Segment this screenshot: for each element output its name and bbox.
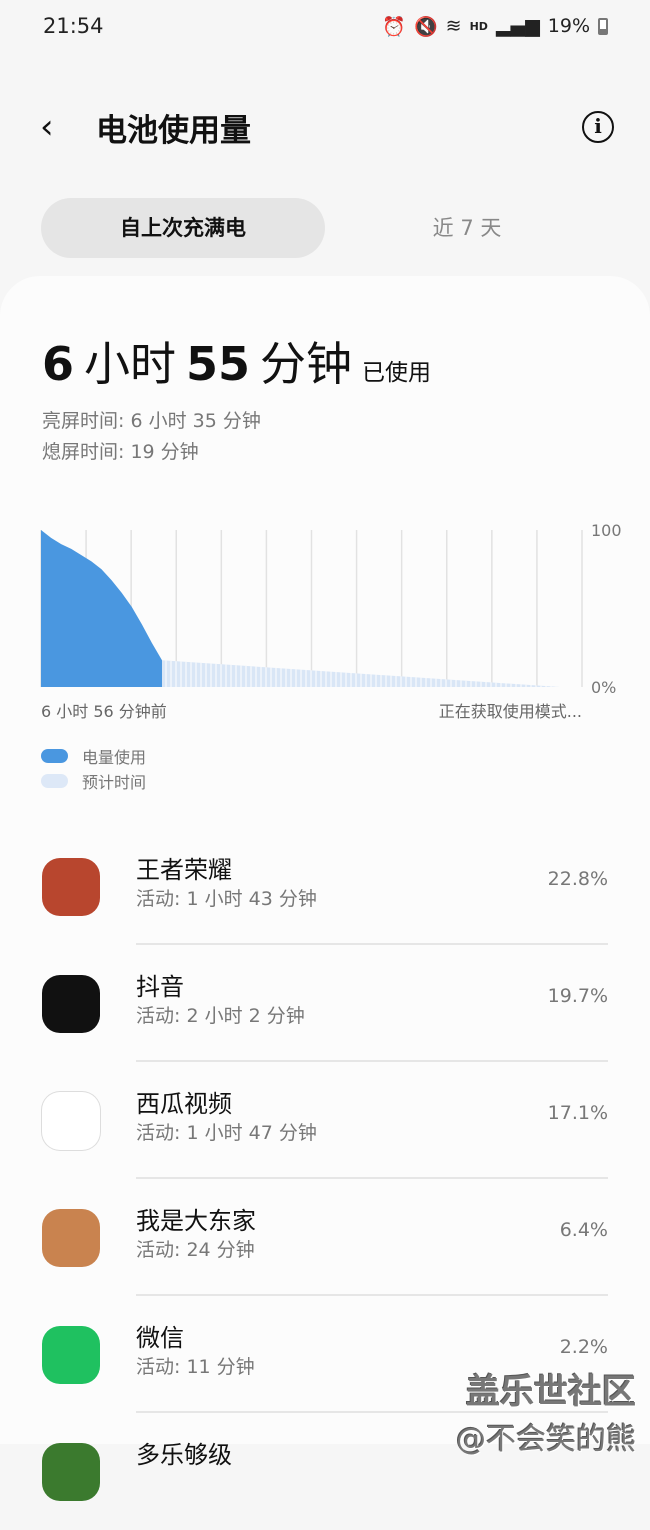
legend-usage: 电量使用 [41,744,146,768]
divider [136,1177,608,1179]
screen-off-time: 熄屏时间: 19 分钟 [42,441,199,463]
app-percent: 6.4% [559,1219,608,1241]
screen-on-time: 亮屏时间: 6 小时 35 分钟 [42,410,261,432]
legend-label: 预计时间 [82,773,147,792]
divider [136,1060,608,1062]
hours-unit: 小时 [84,337,177,391]
app-row[interactable]: 微信 活动: 11 分钟 2.2% [0,1296,650,1413]
app-icon [42,1443,100,1501]
alarm-icon: ⏰ [382,15,406,38]
app-name: 抖音 [136,973,184,1001]
tab-since-full-charge[interactable]: 自上次充满电 [41,198,325,258]
app-activity: 活动: 24 分钟 [136,1239,255,1261]
app-name: 多乐够级 [136,1441,232,1469]
x-start-label: 6 小时 56 分钟前 [41,702,167,721]
back-button[interactable]: ‹ [40,107,54,147]
app-row[interactable]: 王者荣耀 活动: 1 小时 43 分钟 22.8% [0,828,650,945]
app-name: 西瓜视频 [136,1090,232,1118]
app-percent: 19.7% [547,985,608,1007]
watermark: 盖乐世社区 [466,1372,636,1412]
app-name: 王者荣耀 [136,856,232,884]
app-activity: 活动: 2 小时 2 分钟 [136,1005,305,1027]
app-icon [42,1209,100,1267]
y-tick-0: 0% [591,678,616,696]
minutes-value: 55 [186,337,251,391]
watermark-author: @不会笑的熊 [456,1422,636,1457]
divider [136,1411,608,1413]
signal-icon: ▂▄▆ [495,15,540,37]
app-icon [42,975,100,1033]
battery-chart: 100 0% [40,521,622,696]
usage-area [41,530,162,687]
app-activity: 活动: 11 分钟 [136,1356,255,1378]
usage-card: 6 小时 55 分钟 已使用 亮屏时间: 6 小时 35 分钟 熄屏时间: 19… [0,276,650,1501]
status-bar: 21:54 ⏰ 🔇 ≋ HD ▂▄▆ 19% [43,14,608,38]
app-icon [42,1326,100,1384]
minutes-unit: 分钟 [260,337,353,391]
divider [136,1294,608,1296]
app-name: 我是大东家 [136,1207,256,1235]
hd-icon: HD [469,19,488,33]
app-percent: 2.2% [559,1336,608,1358]
app-icon [42,858,100,916]
info-icon[interactable]: i [582,111,614,143]
x-end-label: 正在获取使用模式... [438,702,582,721]
app-row[interactable]: 我是大东家 活动: 24 分钟 6.4% [0,1179,650,1296]
hours-value: 6 [42,337,75,391]
y-tick-100: 100 [591,521,622,540]
used-label: 已使用 [362,360,432,386]
app-activity: 活动: 1 小时 47 分钟 [136,1122,317,1144]
legend-swatch [41,749,68,763]
battery-icon [598,17,608,35]
clock: 21:54 [43,14,104,38]
app-row[interactable]: 西瓜视频 活动: 1 小时 47 分钟 17.1% [0,1062,650,1179]
app-icon [42,1092,100,1150]
legend-swatch [41,774,68,788]
app-activity: 活动: 1 小时 43 分钟 [136,888,317,910]
mute-icon: 🔇 [413,15,438,38]
app-percent: 17.1% [547,1102,608,1124]
legend-label: 电量使用 [82,748,147,767]
total-usage: 6 小时 55 分钟 已使用 [42,328,431,394]
tab-last-7-days[interactable]: 近 7 天 [432,216,502,240]
page-title: 电池使用量 [96,112,251,149]
app-row[interactable]: 抖音 活动: 2 小时 2 分钟 19.7% [0,945,650,1062]
battery-text: 19% [547,15,590,37]
legend-projected: 预计时间 [41,769,146,793]
divider [136,943,608,945]
app-name: 微信 [136,1324,184,1352]
app-percent: 22.8% [547,868,608,890]
wifi-icon: ≋ [445,15,462,37]
